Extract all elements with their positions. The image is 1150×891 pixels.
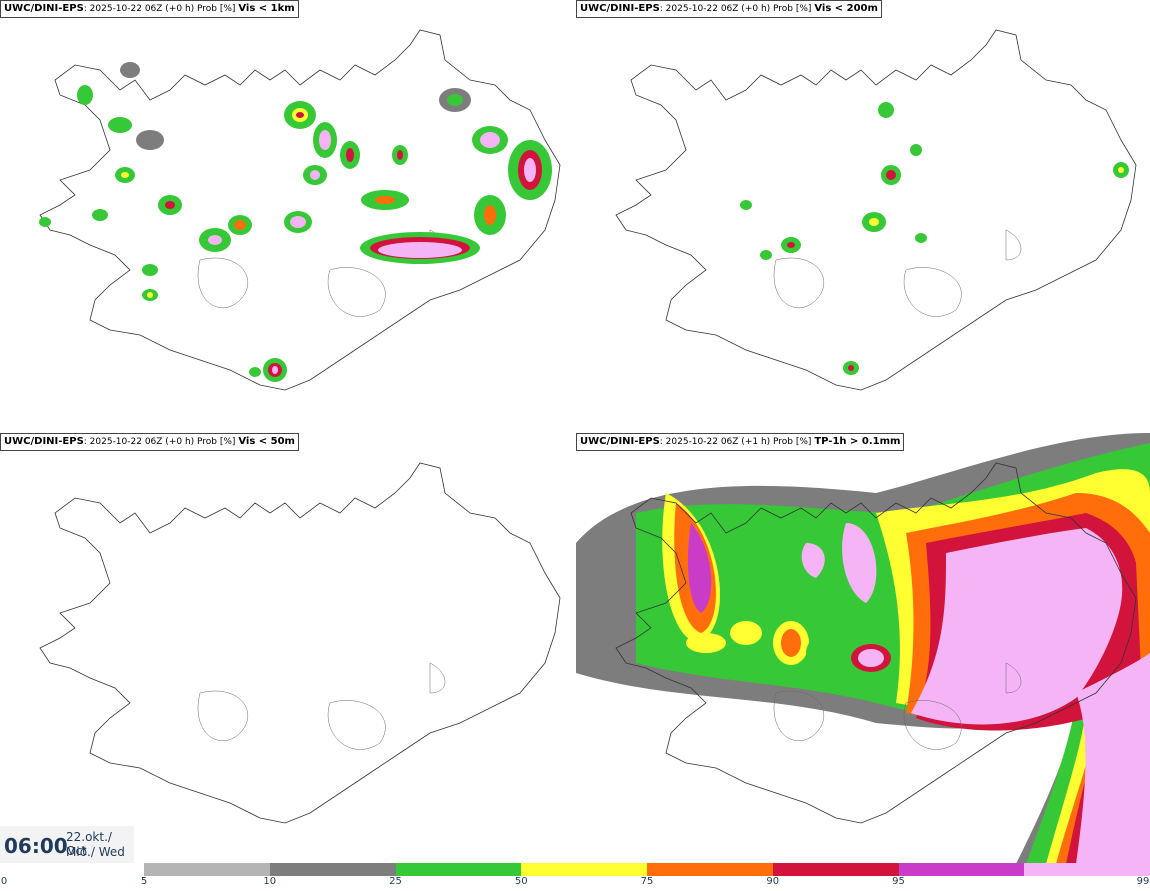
legend-tick-label: 50 [514, 876, 528, 887]
time-day: Mið./ Wed [66, 845, 125, 859]
legend-tick-label: 10 [263, 876, 277, 887]
map-panel-vis-1km: UWC/DINI-EPS: 2025-10-22 06Z (+0 h) Prob… [0, 0, 574, 431]
legend-tick-label: 99 [1136, 876, 1150, 887]
legend-swatch [395, 863, 522, 876]
iceland-map [615, 29, 1137, 391]
run-info: : 2025-10-22 06Z (+0 h) Prob [%] [83, 4, 236, 14]
variable-name: Vis < 200m [814, 3, 878, 14]
map-panel-precip: UWC/DINI-EPS: 2025-10-22 06Z (+1 h) Prob… [576, 433, 1150, 864]
panel-title: UWC/DINI-EPS: 2025-10-22 06Z (+0 h) Prob… [0, 0, 299, 18]
legend-tick-label: 25 [389, 876, 402, 887]
legend-swatch [144, 863, 270, 876]
valid-time-box: 06:00 22.okt./ Oct Mið./ Wed [0, 826, 134, 863]
time-date: 22.okt./ Oct [66, 830, 112, 858]
run-info: : 2025-10-22 06Z (+1 h) Prob [%] [659, 437, 812, 447]
time-clock: 06:00 [4, 834, 68, 858]
legend-tick-label: 5 [140, 876, 148, 887]
legend-tick-label: 95 [892, 876, 905, 887]
model-name: UWC/DINI-EPS [580, 3, 660, 14]
legend-swatch [521, 863, 647, 876]
panel-title: UWC/DINI-EPS: 2025-10-22 06Z (+1 h) Prob… [576, 433, 905, 451]
probability-blobs [39, 62, 552, 382]
color-legend [144, 863, 1150, 876]
map-panel-vis-50m: UWC/DINI-EPS: 2025-10-22 06Z (+0 h) Prob… [0, 433, 574, 864]
legend-swatch [269, 863, 396, 876]
run-info: : 2025-10-22 06Z (+0 h) Prob [%] [83, 437, 236, 447]
map-panel-vis-200m: UWC/DINI-EPS: 2025-10-22 06Z (+0 h) Prob… [576, 0, 1150, 431]
legend-tick-label: 75 [640, 876, 654, 887]
model-name: UWC/DINI-EPS [580, 436, 660, 447]
probability-blobs [740, 102, 1129, 375]
model-name: UWC/DINI-EPS [4, 3, 84, 14]
legend-tick-label: 0 [0, 876, 8, 887]
legend-swatch [898, 863, 1025, 876]
panel-title: UWC/DINI-EPS: 2025-10-22 06Z (+0 h) Prob… [0, 433, 299, 451]
run-info: : 2025-10-22 06Z (+0 h) Prob [%] [659, 4, 812, 14]
legend-swatch [1024, 863, 1150, 876]
variable-name: Vis < 1km [238, 3, 295, 14]
variable-name: TP-1h > 0.1mm [814, 436, 901, 447]
probability-fields [576, 433, 1150, 864]
legend-tick-label: 90 [766, 876, 780, 887]
iceland-map [576, 433, 1150, 864]
panel-title: UWC/DINI-EPS: 2025-10-22 06Z (+0 h) Prob… [576, 0, 882, 18]
variable-name: Vis < 50m [238, 436, 295, 447]
model-name: UWC/DINI-EPS [4, 436, 84, 447]
legend-swatch [772, 863, 899, 876]
iceland-map [39, 29, 561, 391]
iceland-map [39, 462, 561, 824]
legend-swatch [647, 863, 773, 876]
